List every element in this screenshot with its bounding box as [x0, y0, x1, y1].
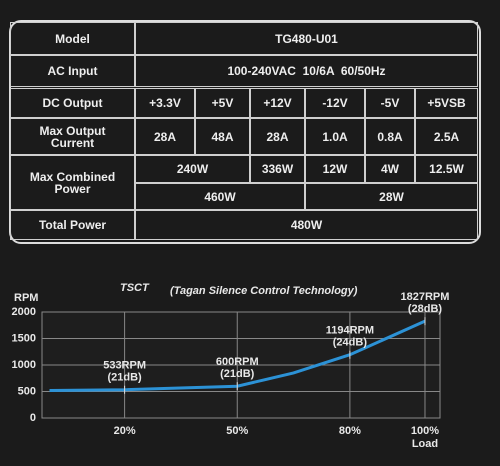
- x-tick-label: 20%: [114, 425, 136, 437]
- y-tick-label: 1000: [12, 359, 36, 371]
- table-cell: TG480-U01: [135, 22, 478, 55]
- chart-title: TSCT: [120, 282, 150, 294]
- table-cell: AC Input: [10, 55, 135, 87]
- table-cell: Model: [10, 22, 135, 55]
- table-cell: 4W: [365, 155, 415, 183]
- chart-subtitle: (Tagan Silence Control Technology): [170, 285, 358, 297]
- table-cell: 0.8A: [365, 118, 415, 155]
- series-line: [49, 319, 426, 392]
- table-cell: +3.3V: [135, 88, 195, 118]
- data-label: 600RPM: [216, 356, 259, 368]
- y-tick-label: 0: [30, 412, 36, 424]
- y-axis-label: RPM: [14, 292, 38, 304]
- table-cell: Max Combined Power: [10, 155, 135, 210]
- x-tick-label: 50%: [226, 425, 248, 437]
- table-cell: 2.5A: [415, 118, 478, 155]
- table-cell: -12V: [305, 88, 365, 118]
- data-note: (24dB): [333, 337, 368, 349]
- table-cell: +5V: [195, 88, 250, 118]
- table-cell: 100-240VAC 10/6A 60/50Hz: [135, 55, 478, 87]
- table-cell: 48A: [195, 118, 250, 155]
- table-cell: +12V: [250, 88, 305, 118]
- x-tick-label: 100%: [411, 425, 439, 437]
- x-tick-label: 80%: [339, 425, 361, 437]
- data-label: 1827RPM: [401, 291, 450, 303]
- table-cell: Total Power: [10, 210, 135, 240]
- data-label: 533RPM: [103, 360, 146, 372]
- table-cell: 28A: [250, 118, 305, 155]
- table-cell: 12W: [305, 155, 365, 183]
- table-cell: DC Output: [10, 88, 135, 118]
- table-cell: 12.5W: [415, 155, 478, 183]
- y-tick-label: 500: [18, 385, 36, 397]
- table-cell: 28W: [305, 183, 478, 210]
- x-axis-label: Load: [412, 438, 438, 450]
- data-label: 1194RPM: [326, 325, 374, 337]
- table-cell: 480W: [135, 210, 478, 240]
- table-cell: 28A: [135, 118, 195, 155]
- table-cell: +5VSB: [415, 88, 478, 118]
- data-note: (21dB): [220, 368, 255, 380]
- data-note: (28dB): [408, 303, 443, 315]
- table-cell: -5V: [365, 88, 415, 118]
- y-tick-label: 2000: [12, 306, 36, 318]
- table-cell: 240W: [135, 155, 250, 183]
- table-cell: Max Output Current: [10, 118, 135, 155]
- table-cell: 336W: [250, 155, 305, 183]
- table-cell: 1.0A: [305, 118, 365, 155]
- data-note: (21dB): [107, 372, 142, 384]
- y-tick-label: 1500: [12, 332, 36, 344]
- table-cell: 460W: [135, 183, 305, 210]
